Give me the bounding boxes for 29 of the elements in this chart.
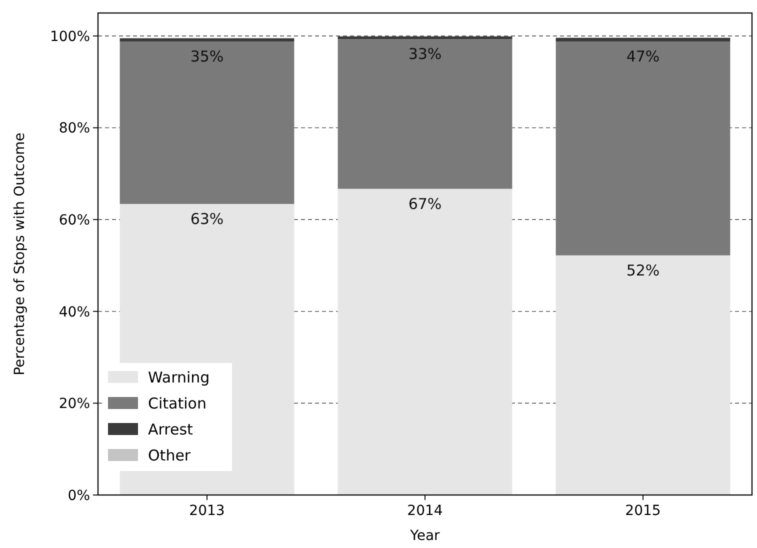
y-tick-label: 0% bbox=[68, 488, 90, 504]
bar bbox=[120, 38, 294, 42]
data-label: 52% bbox=[626, 261, 660, 280]
legend-label: Arrest bbox=[148, 420, 194, 438]
x-axis-title: Year bbox=[409, 528, 440, 544]
bar bbox=[120, 41, 294, 204]
data-label: 63% bbox=[190, 210, 224, 228]
bar bbox=[338, 36, 512, 40]
bar bbox=[556, 41, 730, 256]
x-tick-label: 2015 bbox=[625, 503, 661, 519]
legend-label: Citation bbox=[148, 394, 206, 412]
y-tick-label: 40% bbox=[58, 304, 90, 320]
y-axis-title: Percentage of Stops with Outcome bbox=[12, 132, 28, 376]
y-tick-label: 80% bbox=[58, 120, 90, 137]
bar bbox=[338, 39, 512, 189]
y-tick-label: 20% bbox=[58, 396, 90, 412]
bar bbox=[556, 255, 730, 495]
legend-label: Warning bbox=[148, 368, 210, 386]
data-label: 33% bbox=[408, 45, 442, 64]
bar bbox=[556, 38, 730, 42]
x-tick-label: 2014 bbox=[407, 503, 443, 519]
data-label: 47% bbox=[626, 47, 660, 66]
y-tick-label: 60% bbox=[58, 212, 90, 228]
y-tick-label: 100% bbox=[50, 28, 90, 45]
x-tick-label: 2013 bbox=[189, 503, 225, 519]
data-label: 67% bbox=[408, 194, 442, 213]
legend-label: Other bbox=[148, 446, 192, 464]
data-label: 35% bbox=[190, 47, 224, 66]
bar bbox=[338, 188, 512, 495]
